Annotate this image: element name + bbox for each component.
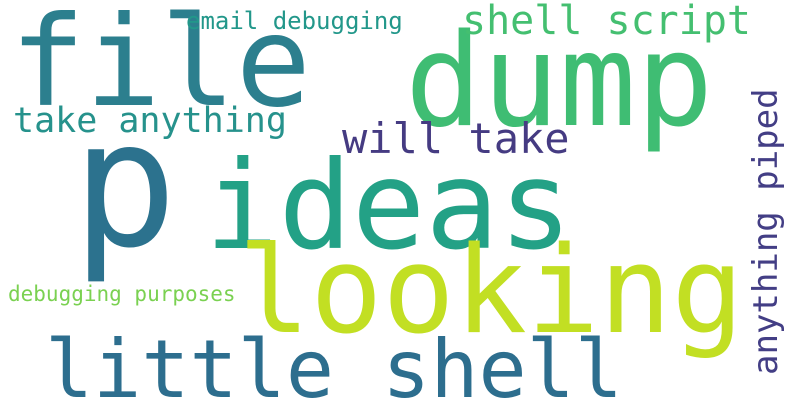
word-shell-script: shell script xyxy=(462,0,751,44)
word-little-shell: little shell xyxy=(45,323,623,400)
word-looking: looking xyxy=(238,222,744,361)
word-file: file xyxy=(10,0,312,135)
word-will-take: will take xyxy=(342,114,570,163)
word-debugging-purposes: debugging purposes xyxy=(8,282,236,306)
word-take-anything: take anything xyxy=(13,101,287,141)
word-p: p xyxy=(72,84,178,287)
word-dump: dump xyxy=(405,7,714,156)
word-email-debugging: email debugging xyxy=(186,7,403,35)
word-ideas: ideas xyxy=(205,135,573,277)
word-anything-piped: anything piped xyxy=(746,88,786,375)
